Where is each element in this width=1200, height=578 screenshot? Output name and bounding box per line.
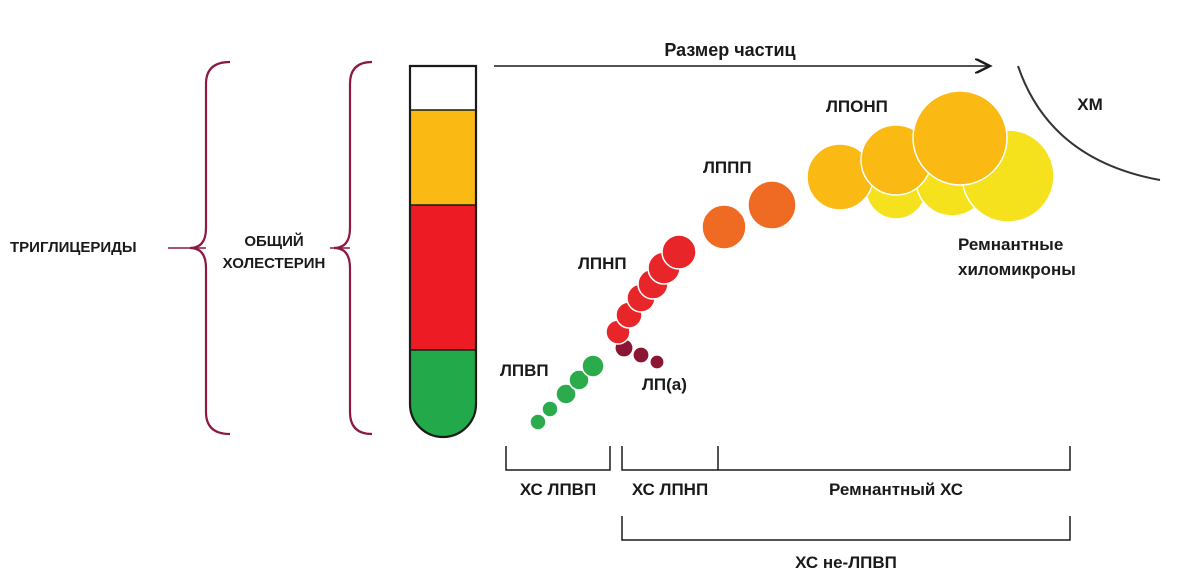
remnant-chylomicrons-label-line2: хиломикроны bbox=[958, 260, 1076, 279]
hdl-particles bbox=[529, 354, 605, 431]
hdl-particle bbox=[555, 383, 577, 405]
lpa-particle bbox=[649, 354, 665, 370]
ldl-c-bracket bbox=[621, 446, 1071, 471]
hdl-particle bbox=[541, 400, 559, 418]
hdl-c-label: ХС ЛПВП bbox=[520, 480, 596, 499]
tube-orange-segment bbox=[410, 110, 476, 205]
vldl-label: ЛПОНП bbox=[826, 97, 888, 116]
total-cholesterol-label-line2: ХОЛЕСТЕРИН bbox=[223, 255, 326, 272]
remnant-c-label: Ремнантный ХС bbox=[829, 480, 963, 499]
chylomicron-label: ХМ bbox=[1077, 95, 1103, 114]
idl-particle bbox=[701, 204, 747, 250]
triglycerides-label: ТРИГЛИЦЕРИДЫ bbox=[10, 239, 137, 256]
non-hdl-c-label: ХС не-ЛПВП bbox=[795, 553, 897, 572]
vldl-particles bbox=[806, 90, 1008, 211]
test-tube bbox=[408, 64, 478, 439]
lpa-label: ЛП(а) bbox=[642, 375, 687, 394]
hdl-particle bbox=[568, 369, 590, 391]
vldl-particle bbox=[912, 90, 1008, 186]
hdl-particle bbox=[581, 354, 605, 378]
total-cholesterol-label-line1: ОБЩИЙ bbox=[244, 232, 303, 250]
tube-top-segment bbox=[410, 66, 476, 110]
lpa-particle bbox=[632, 346, 650, 364]
ldl-particles bbox=[605, 234, 697, 345]
chylomicron-arc bbox=[1017, 65, 1161, 181]
ldl-particle bbox=[661, 234, 697, 270]
ldl-label: ЛПНП bbox=[578, 254, 627, 273]
hdl-label: ЛПВП bbox=[500, 361, 549, 380]
idl-particle bbox=[747, 180, 797, 230]
idl-label: ЛППП bbox=[703, 158, 752, 177]
non-hdl-c-bracket bbox=[621, 516, 1071, 541]
tube-red-segment bbox=[410, 205, 476, 350]
particle-size-label: Размер частиц bbox=[664, 40, 795, 60]
idl-particles bbox=[701, 180, 797, 250]
triglycerides-brace bbox=[189, 60, 231, 436]
hdl-c-bracket bbox=[505, 446, 611, 471]
tube-green-segment bbox=[410, 350, 476, 437]
total-cholesterol-brace bbox=[333, 60, 373, 436]
hdl-particle bbox=[529, 413, 547, 431]
remnant-chylomicrons-label-line1: Ремнантные bbox=[958, 235, 1063, 254]
tube-outline bbox=[408, 64, 478, 439]
ldl-c-label: ХС ЛПНП bbox=[632, 480, 708, 499]
